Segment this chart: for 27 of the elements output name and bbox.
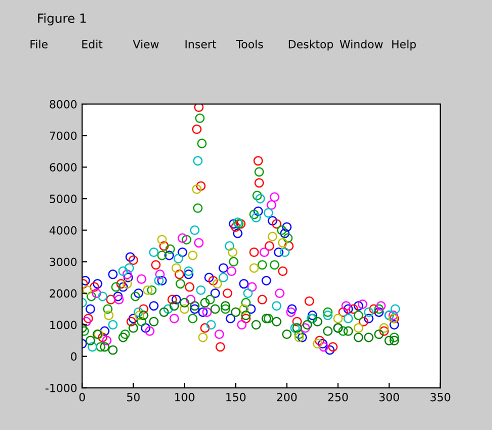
text: Window (340, 40, 383, 48)
y-tick-label: 4000 (50, 226, 77, 235)
x-tick-label: 200 (277, 392, 297, 402)
text: View (132, 40, 159, 48)
y-tick-label: 0 (70, 352, 77, 361)
text: Desktop (288, 40, 334, 51)
x-tick-label: 250 (328, 392, 348, 402)
text: Insert (186, 40, 216, 48)
x-tick-label: 50 (127, 392, 140, 402)
y-tick-label: 7000 (50, 132, 77, 140)
x-tick-label: 300 (379, 392, 400, 402)
x-tick-label: 350 (430, 392, 450, 402)
y-tick-label: 6000 (50, 163, 77, 172)
caption: Figure 1 (38, 13, 86, 26)
text: Help (392, 40, 416, 51)
text: Edit (82, 40, 102, 48)
y-tick-label: -1000 (46, 384, 77, 392)
text: Tools (236, 40, 263, 48)
y-tick-label: 8000 (50, 100, 77, 108)
text: File (30, 40, 48, 48)
x-tick-label: 0 (79, 392, 85, 402)
y-tick-label: 3000 (50, 258, 77, 266)
y-tick-label: 2000 (50, 289, 77, 298)
x-tick-label: 150 (226, 392, 246, 402)
y-tick-label: 5000 (50, 194, 77, 204)
x-tick-label: 100 (175, 392, 194, 402)
y-tick-label: 1000 (50, 320, 77, 330)
